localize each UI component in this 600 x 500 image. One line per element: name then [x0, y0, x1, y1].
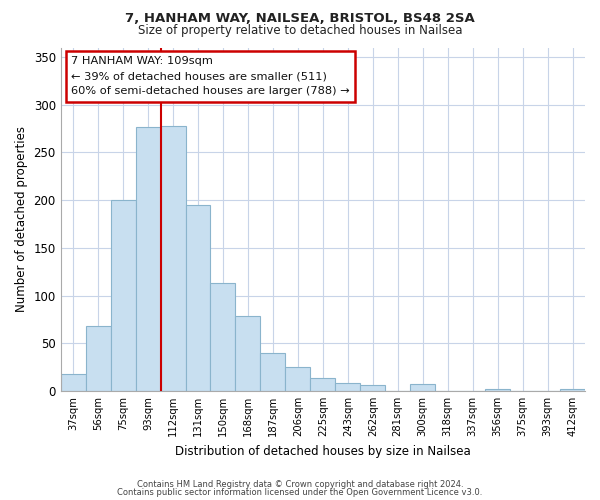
- Bar: [485, 389, 510, 391]
- Bar: [161, 126, 185, 391]
- Bar: [110, 200, 136, 391]
- Bar: [260, 353, 286, 391]
- Text: 7 HANHAM WAY: 109sqm
← 39% of detached houses are smaller (511)
60% of semi-deta: 7 HANHAM WAY: 109sqm ← 39% of detached h…: [71, 56, 350, 96]
- Y-axis label: Number of detached properties: Number of detached properties: [15, 126, 28, 312]
- Bar: [211, 283, 235, 391]
- Bar: [310, 378, 335, 391]
- Bar: [86, 326, 110, 391]
- Bar: [136, 126, 161, 391]
- Bar: [235, 316, 260, 391]
- Text: Size of property relative to detached houses in Nailsea: Size of property relative to detached ho…: [138, 24, 462, 37]
- Bar: [286, 367, 310, 391]
- Bar: [185, 205, 211, 391]
- Text: Contains public sector information licensed under the Open Government Licence v3: Contains public sector information licen…: [118, 488, 482, 497]
- Text: Contains HM Land Registry data © Crown copyright and database right 2024.: Contains HM Land Registry data © Crown c…: [137, 480, 463, 489]
- Bar: [410, 384, 435, 391]
- Text: 7, HANHAM WAY, NAILSEA, BRISTOL, BS48 2SA: 7, HANHAM WAY, NAILSEA, BRISTOL, BS48 2S…: [125, 12, 475, 26]
- X-axis label: Distribution of detached houses by size in Nailsea: Distribution of detached houses by size …: [175, 444, 471, 458]
- Bar: [360, 385, 385, 391]
- Bar: [335, 384, 360, 391]
- Bar: [560, 389, 585, 391]
- Bar: [61, 374, 86, 391]
